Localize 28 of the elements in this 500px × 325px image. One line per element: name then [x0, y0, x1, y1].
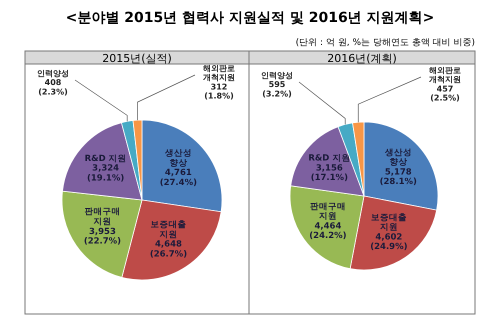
data-label: 408 (2.3%)	[38, 78, 68, 96]
data-label: 312 (1.8%)	[204, 82, 234, 101]
text: <분야별 2015년 협력사 지원실적 및 2016년 지원계획>	[66, 10, 434, 26]
data-label: 3,953 (22.7%)	[84, 226, 122, 247]
chart-title: 2016년(계획)	[327, 52, 397, 65]
data-label: 5,178 (28.1%)	[380, 167, 418, 188]
slice-label: 해외판로 개척지원	[429, 66, 461, 84]
slice-label: 인력양성	[37, 69, 69, 78]
slice-label: 인력양성	[261, 71, 293, 80]
text: (단위 : 억 원, %는 당해연도 총액 대비 비중)	[296, 38, 475, 48]
data-label: 4,602 (24.9%)	[370, 232, 408, 252]
data-label: 3,324 (19.1%)	[86, 164, 124, 184]
data-label: 457 (2.5%)	[430, 84, 460, 103]
slice-label: R&D 지원	[308, 153, 350, 164]
slice-label: 생산성 향상	[384, 148, 412, 168]
data-label: 3,156 (17.1%)	[310, 163, 348, 184]
data-label: 4,464 (24.2%)	[309, 221, 347, 242]
data-label: 4,761 (27.4%)	[160, 168, 198, 188]
slice-label: R&D 지원	[84, 154, 127, 164]
data-label: 4,648 (26.7%)	[150, 240, 188, 260]
slice-label: 보증대출 지원	[150, 219, 186, 240]
slice-label: 판매구매 지원	[84, 207, 120, 227]
slice-label: 판매구매 지원	[310, 202, 346, 222]
slice-label: 해외판로 개척지원	[203, 64, 235, 82]
slice-label: 보증대출 지원	[370, 212, 407, 233]
chart-title: 2015년(실적)	[102, 52, 172, 65]
slice-label: 생산성 향상	[164, 148, 192, 168]
data-label: 595 (3.2%)	[262, 80, 292, 98]
